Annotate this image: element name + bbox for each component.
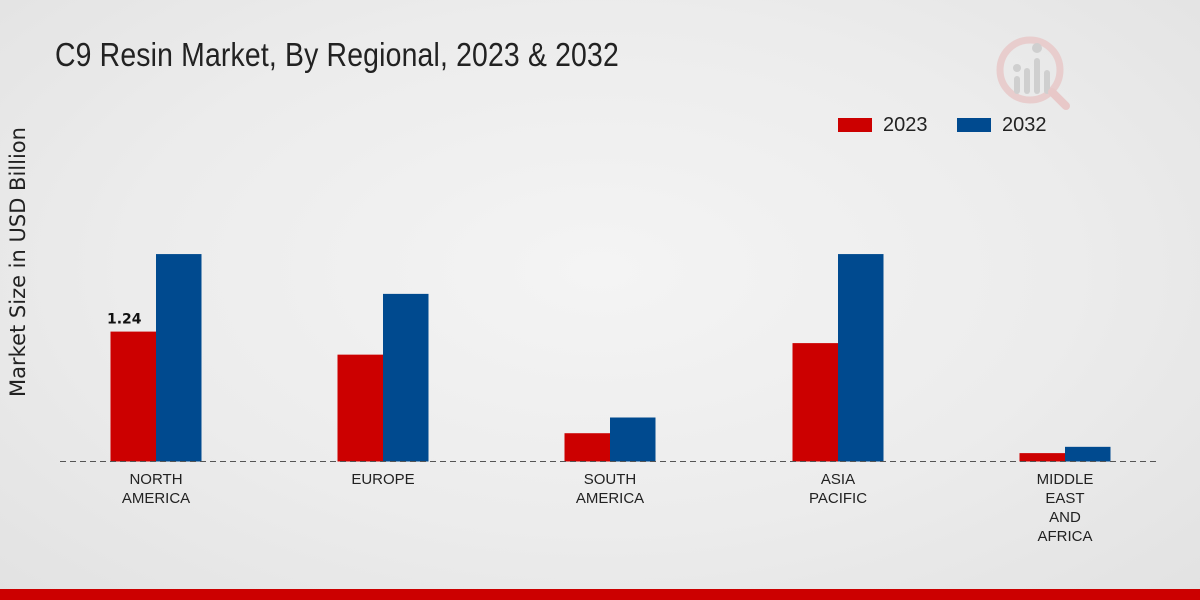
bar-2023-south-america[interactable]: [564, 433, 611, 462]
bar-2023-asia-pacific[interactable]: [792, 343, 839, 462]
bar-2023-europe[interactable]: [337, 354, 384, 462]
chart-title: C9 Resin Market, By Regional, 2023 & 203…: [55, 36, 619, 73]
data-label: 1.24: [107, 312, 142, 328]
legend-swatch-2032: [957, 118, 991, 132]
footer-bar: [0, 589, 1200, 600]
x-tick-label: NORTH AMERICA: [122, 471, 190, 507]
x-tick-label: MIDDLE EAST AND AFRICA: [1037, 471, 1094, 545]
x-tick-label: EUROPE: [351, 471, 414, 488]
legend-label-2023: 2023: [883, 113, 928, 136]
legend-label-2032: 2032: [1002, 113, 1047, 136]
bar-2032-south-america[interactable]: [610, 417, 656, 462]
bar-2032-europe[interactable]: [383, 293, 429, 462]
bar-2032-middle-east-and-africa[interactable]: [1065, 446, 1111, 462]
legend-item-2023[interactable]: 2023: [838, 114, 928, 136]
x-tick-label: SOUTH AMERICA: [576, 471, 644, 507]
bar-2032-asia-pacific[interactable]: [838, 254, 884, 462]
bar-2023-middle-east-and-africa[interactable]: [1019, 453, 1066, 462]
legend-swatch-2023: [838, 118, 872, 132]
x-tick-label: ASIA PACIFIC: [809, 471, 867, 507]
legend-item-2032[interactable]: 2032: [957, 114, 1047, 136]
market-research-logo-icon: [996, 36, 1070, 110]
bar-2032-north-america[interactable]: [156, 254, 202, 462]
bar-2023-north-america[interactable]: [110, 331, 157, 462]
